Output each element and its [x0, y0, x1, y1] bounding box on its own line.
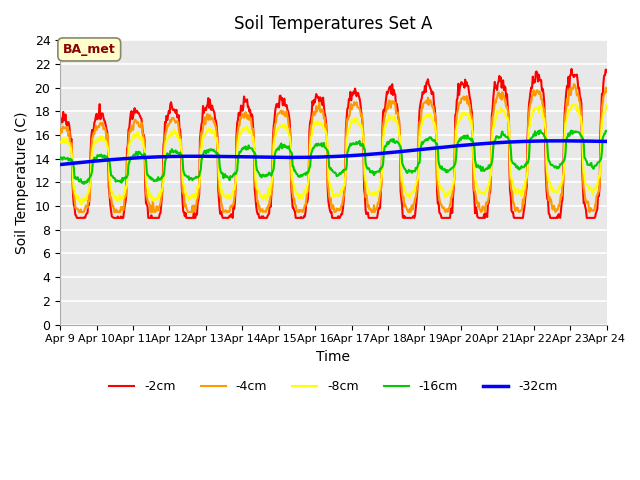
Y-axis label: Soil Temperature (C): Soil Temperature (C): [15, 111, 29, 253]
X-axis label: Time: Time: [316, 350, 350, 364]
Legend: -2cm, -4cm, -8cm, -16cm, -32cm: -2cm, -4cm, -8cm, -16cm, -32cm: [104, 375, 563, 398]
Title: Soil Temperatures Set A: Soil Temperatures Set A: [234, 15, 433, 33]
Text: BA_met: BA_met: [63, 43, 116, 56]
